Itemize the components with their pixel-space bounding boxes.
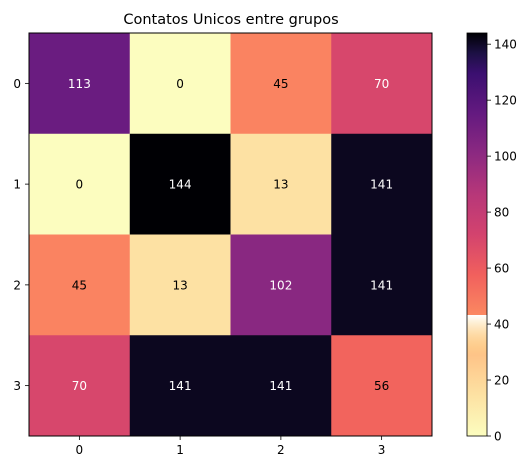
cell-value-label: 56	[374, 379, 389, 393]
colorbar-tick-label: 100	[494, 150, 517, 164]
colorbar-tick-label: 60	[494, 262, 509, 276]
x-tick-label: 1	[176, 443, 184, 457]
heatmap-cell	[29, 335, 131, 437]
y-tick-label: 0	[13, 77, 21, 91]
cell-value-label: 141	[370, 178, 393, 192]
heatmap-cell	[331, 335, 433, 437]
x-tick-label: 2	[277, 443, 285, 457]
cell-value-label: 70	[72, 379, 87, 393]
heatmap-cell	[29, 133, 131, 235]
colorbar-tick-label: 140	[494, 38, 517, 52]
y-tick-label: 3	[13, 379, 21, 393]
cell-value-label: 144	[169, 178, 192, 192]
heatmap-cell	[129, 335, 231, 437]
heatmap-cell	[230, 133, 332, 235]
cell-value-label: 13	[273, 178, 288, 192]
heatmap-cell	[129, 234, 231, 336]
colorbar-tick-label: 0	[494, 430, 502, 444]
heatmap-cell	[230, 33, 332, 135]
cell-value-label: 102	[269, 278, 292, 292]
cell-value-label: 113	[68, 77, 91, 91]
heatmap-cell	[129, 33, 231, 135]
chart-title: Contatos Unicos entre grupos	[123, 12, 338, 28]
cell-value-label: 70	[374, 77, 389, 91]
cell-value-labels: 113 0 45 70 0 144 13 141 45 13 102 141 70 141 141 56	[68, 77, 393, 393]
cell-value-label: 141	[169, 379, 192, 393]
plot-frame	[28, 32, 433, 437]
colorbar-tick-label: 20	[494, 374, 509, 388]
heatmap-cell	[129, 133, 231, 235]
heatmap-cell	[331, 33, 433, 135]
heatmap-cells	[29, 33, 433, 437]
heatmap-cell	[331, 133, 433, 235]
colorbar	[466, 32, 488, 437]
heatmap-cell	[230, 335, 332, 437]
cell-value-label: 141	[269, 379, 292, 393]
y-axis: 0 1 2 3	[13, 77, 29, 393]
y-tick-label: 1	[13, 178, 21, 192]
x-tick-label: 0	[76, 443, 84, 457]
heatmap-cell	[29, 33, 131, 135]
heatmap-cell	[29, 234, 131, 336]
x-axis: 0 1 2 3	[76, 436, 386, 457]
y-tick-label: 2	[13, 278, 21, 292]
colorbar-tick-label: 120	[494, 94, 517, 108]
cell-value-label: 45	[72, 278, 87, 292]
colorbar-tick-label: 40	[494, 318, 509, 332]
heatmap-cell	[331, 234, 433, 336]
cell-value-label: 141	[370, 278, 393, 292]
x-tick-label: 3	[378, 443, 386, 457]
cell-value-label: 13	[172, 278, 187, 292]
colorbar-axis: 0 20 40 60 80 100 120 140	[487, 38, 517, 444]
cell-value-label: 45	[273, 77, 288, 91]
cell-value-label: 0	[76, 178, 84, 192]
cell-value-label: 0	[176, 77, 184, 91]
colorbar-tick-label: 80	[494, 206, 509, 220]
heatmap-cell	[230, 234, 332, 336]
